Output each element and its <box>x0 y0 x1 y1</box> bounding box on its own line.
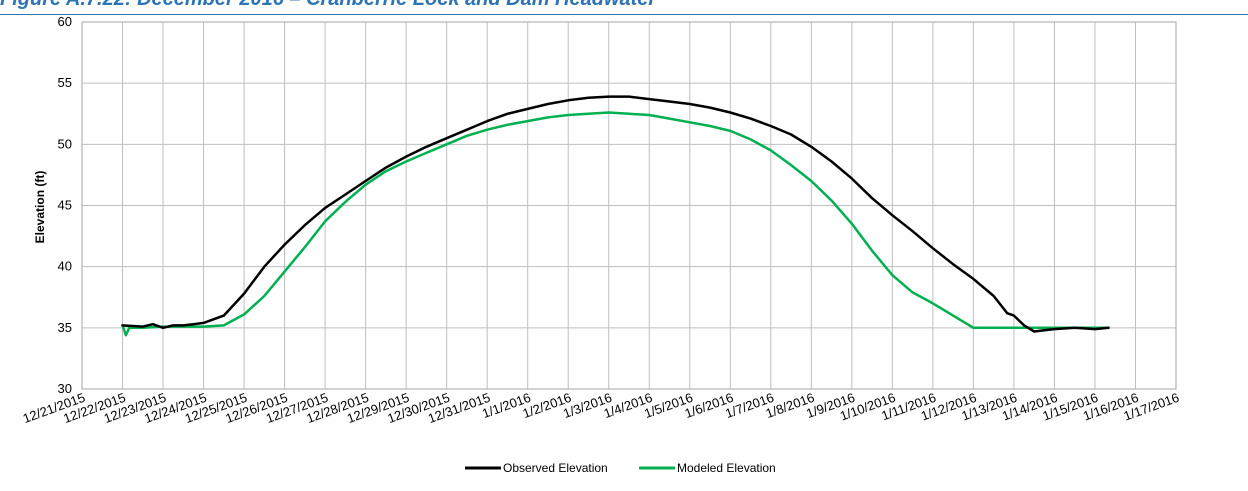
series-line-modeled-elevation <box>121 111 1110 337</box>
legend-label: Modeled Elevation <box>677 461 776 475</box>
y-tick-label: 55 <box>58 75 72 90</box>
y-tick-label: 30 <box>58 381 72 396</box>
y-tick-label: 40 <box>58 259 72 274</box>
plot-area-border <box>81 21 1177 390</box>
figure-title: Figure A.7.22: December 2016 – Cranberri… <box>0 0 656 11</box>
y-tick-label: 45 <box>58 198 72 213</box>
legend-label: Observed Elevation <box>503 461 608 475</box>
grid-lines <box>81 21 1177 390</box>
title-underline <box>0 14 1248 15</box>
series-line-observed-elevation <box>121 95 1110 333</box>
y-tick-label: 35 <box>58 320 72 335</box>
y-axis-ticks: 30 35 40 45 50 55 60 <box>58 14 72 396</box>
x-axis-ticks: 12/21/201512/22/201512/23/201512/24/2015… <box>21 390 1181 426</box>
y-tick-label: 60 <box>58 14 72 29</box>
series-lines <box>121 95 1110 337</box>
legend: Observed Elevation Modeled Elevation <box>465 461 776 475</box>
y-tick-label: 50 <box>58 136 72 151</box>
y-axis-title: Elevation (ft) <box>33 171 47 244</box>
